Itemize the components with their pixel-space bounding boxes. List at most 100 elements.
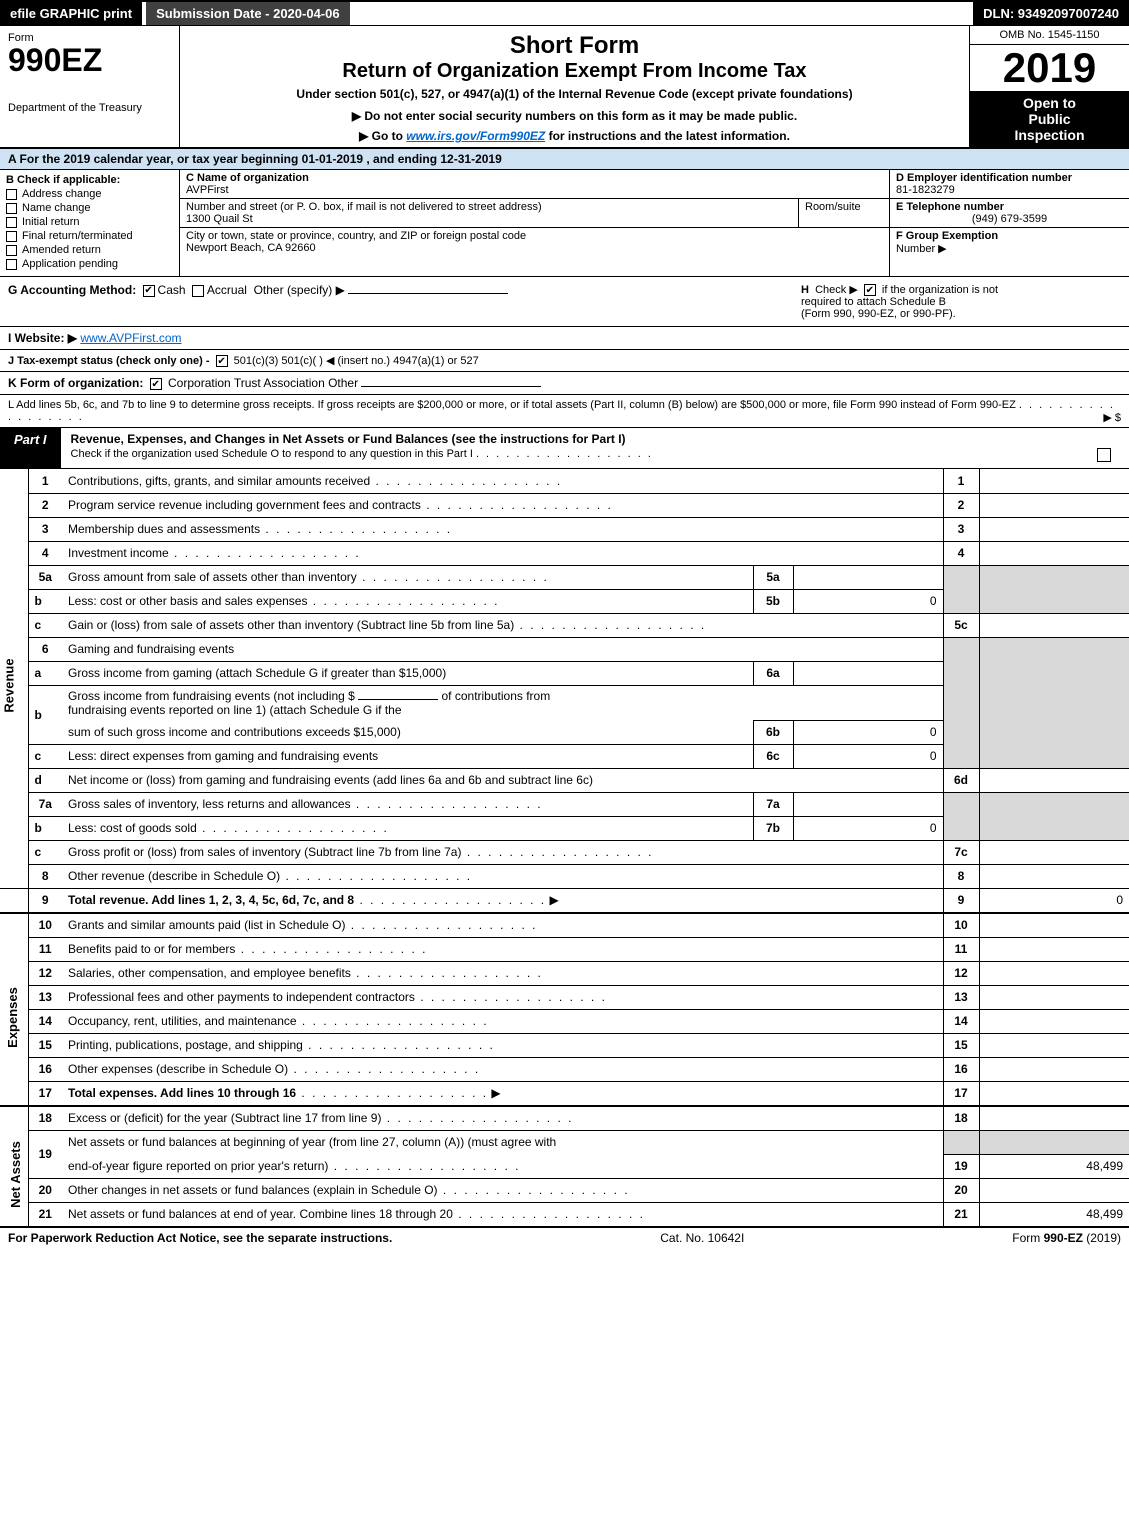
line-4-no: 4	[943, 541, 979, 565]
accrual-label: Accrual	[207, 283, 247, 297]
schedule-o-checkbox[interactable]	[1097, 448, 1111, 462]
footer-form-prefix: Form	[1012, 1231, 1043, 1245]
line-num: 10	[28, 913, 62, 937]
col-d-ids: D Employer identification number 81-1823…	[889, 170, 1129, 276]
grey-cell	[943, 565, 979, 613]
line-num: d	[28, 768, 62, 792]
mini-6b-val: 0	[793, 720, 943, 744]
line-num: 6	[28, 637, 62, 661]
website-link[interactable]: www.AVPFirst.com	[80, 331, 181, 345]
line-num: 9	[28, 888, 62, 912]
other-input-line[interactable]	[348, 293, 508, 294]
chk-initial-return[interactable]: Initial return	[6, 216, 173, 228]
goto-suffix: for instructions and the latest informat…	[545, 129, 790, 143]
line-num: 12	[28, 961, 62, 985]
line-21-val: 48,499	[979, 1202, 1129, 1226]
revenue-rot: Revenue	[2, 659, 17, 713]
line-6d-no: 6d	[943, 768, 979, 792]
line-3-val	[979, 517, 1129, 541]
city-label: City or town, state or province, country…	[186, 230, 526, 242]
line-num: c	[28, 613, 62, 637]
line-num: 1	[28, 469, 62, 493]
line-4-val	[979, 541, 1129, 565]
checkbox-icon	[6, 217, 17, 228]
header-center: Short Form Return of Organization Exempt…	[180, 26, 969, 147]
tax-year: 2019	[970, 45, 1129, 91]
line-num: 13	[28, 985, 62, 1009]
part-i-title-text: Revenue, Expenses, and Changes in Net As…	[71, 432, 626, 446]
chk-cash[interactable]	[143, 285, 155, 297]
street-label: Number and street (or P. O. box, if mail…	[186, 201, 792, 213]
line-12-val	[979, 961, 1129, 985]
grey-cell	[979, 637, 1129, 768]
line-18-no: 18	[943, 1106, 979, 1130]
line-19-no: 19	[943, 1154, 979, 1178]
expenses-table: Expenses 10 Grants and similar amounts p…	[0, 912, 1129, 1105]
dots	[476, 448, 653, 460]
line-num: 3	[28, 517, 62, 541]
h-label: H	[801, 284, 809, 296]
subtitle-ssn-warning: ▶ Do not enter social security numbers o…	[188, 109, 961, 123]
line-15-desc: Printing, publications, postage, and shi…	[62, 1033, 943, 1057]
submission-date: Submission Date - 2020-04-06	[146, 2, 350, 25]
inspection-line3: Inspection	[974, 127, 1125, 143]
k-other-line[interactable]	[361, 386, 541, 387]
chk-final-return[interactable]: Final return/terminated	[6, 230, 173, 242]
org-name-cell: C Name of organization AVPFirst	[180, 170, 889, 199]
street-cell: Number and street (or P. O. box, if mail…	[180, 199, 799, 227]
line-8-no: 8	[943, 864, 979, 888]
chk-application-pending[interactable]: Application pending	[6, 258, 173, 270]
line-9-desc: Total revenue. Add lines 1, 2, 3, 4, 5c,…	[62, 888, 943, 912]
group-exemption-number: Number ▶	[896, 242, 1123, 255]
chk-label: Amended return	[22, 244, 101, 256]
h-text2: if the organization is not	[882, 284, 998, 296]
phone-label: E Telephone number	[896, 201, 1123, 213]
omb-number: OMB No. 1545-1150	[970, 26, 1129, 45]
line-7c-val	[979, 840, 1129, 864]
line-num: 2	[28, 493, 62, 517]
line-3-no: 3	[943, 517, 979, 541]
line-num: c	[28, 840, 62, 864]
line-5c-desc: Gain or (loss) from sale of assets other…	[62, 613, 943, 637]
chk-amended-return[interactable]: Amended return	[6, 244, 173, 256]
mini-6c: 6c	[753, 744, 793, 768]
mini-7a-val	[793, 792, 943, 816]
irs-link[interactable]: www.irs.gov/Form990EZ	[406, 129, 545, 143]
chk-501c3[interactable]	[216, 355, 228, 367]
grey-cell	[979, 1130, 1129, 1154]
line-10-desc: Grants and similar amounts paid (list in…	[62, 913, 943, 937]
chk-label: Name change	[22, 202, 91, 214]
line-5a-desc: Gross amount from sale of assets other t…	[62, 565, 753, 589]
subtitle-section: Under section 501(c), 527, or 4947(a)(1)…	[188, 87, 961, 101]
efile-print-button[interactable]: efile GRAPHIC print	[0, 2, 142, 25]
line-15-val	[979, 1033, 1129, 1057]
line-num: b	[28, 589, 62, 613]
row-i-website: I Website: ▶ www.AVPFirst.com	[0, 327, 1129, 350]
grey-cell	[943, 792, 979, 840]
inspection-line1: Open to	[974, 95, 1125, 111]
phone-cell: E Telephone number (949) 679-3599	[890, 199, 1129, 228]
chk-name-change[interactable]: Name change	[6, 202, 173, 214]
line-12-desc: Salaries, other compensation, and employ…	[62, 961, 943, 985]
chk-accrual[interactable]	[192, 285, 204, 297]
chk-corporation[interactable]	[150, 378, 162, 390]
line-11-no: 11	[943, 937, 979, 961]
line-num: 15	[28, 1033, 62, 1057]
group-exemption-label: F Group Exemption	[896, 230, 1123, 242]
line-7c-no: 7c	[943, 840, 979, 864]
org-name: AVPFirst	[186, 184, 229, 196]
k-options: Corporation Trust Association Other	[168, 376, 358, 390]
line-num: 7a	[28, 792, 62, 816]
chk-label: Application pending	[22, 258, 118, 270]
checkbox-icon	[6, 245, 17, 256]
part-i-subtitle: Check if the organization used Schedule …	[71, 446, 1119, 464]
k-label: K Form of organization:	[8, 376, 143, 390]
line-5c-no: 5c	[943, 613, 979, 637]
chk-address-change[interactable]: Address change	[6, 188, 173, 200]
line-5c-val	[979, 613, 1129, 637]
line-num: 8	[28, 864, 62, 888]
dln-label: DLN: 93492097007240	[973, 2, 1129, 25]
title-short-form: Short Form	[188, 32, 961, 60]
j-label: J Tax-exempt status (check only one) -	[8, 355, 210, 367]
chk-schedule-b[interactable]	[864, 284, 876, 296]
